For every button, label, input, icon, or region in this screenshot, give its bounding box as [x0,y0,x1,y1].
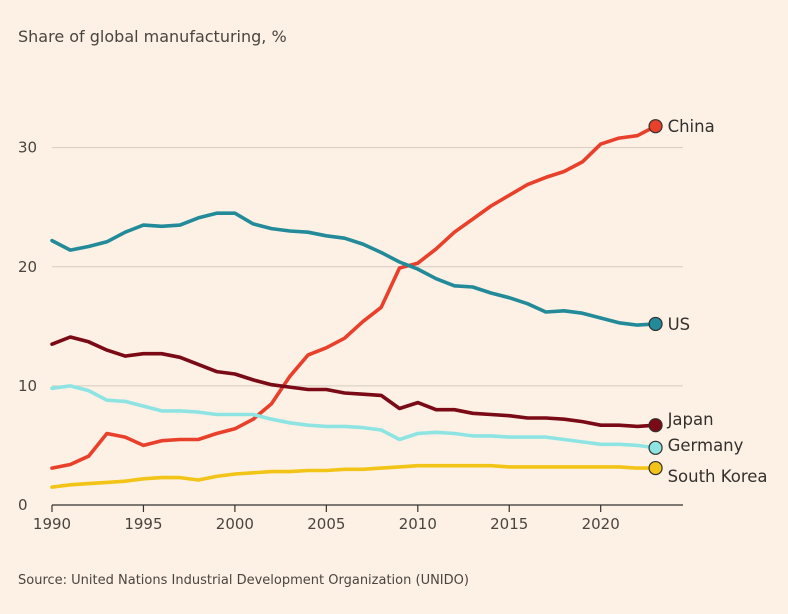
series-label-china: China [668,117,715,136]
series-line-japan [50,335,658,429]
x-tick-label: 1990 [33,515,71,533]
series-label-japan: Japan [667,410,714,429]
y-tick-label: 10 [18,377,37,395]
x-tick-label: 2020 [582,515,620,533]
y-tick-label: 30 [18,139,37,157]
series-end-dot-south-korea [648,460,663,476]
x-tick-label: 2000 [216,515,254,533]
x-tick-label: 2010 [399,515,437,533]
series-lines [50,124,658,489]
chart-source: Source: United Nations Industrial Develo… [18,573,469,588]
series-line-south-korea [50,463,658,489]
series-end-dot-us [648,316,663,332]
series-end-dot-china [648,119,663,134]
series-end-dot-japan [648,418,663,433]
series-label-us: US [668,315,691,334]
y-tick-label: 0 [18,496,28,514]
series-line-china [50,124,658,470]
series-end-labels: China US Japan Germany South Korea [648,117,768,486]
series-label-germany: Germany [668,436,744,455]
series-label-south-korea: South Korea [668,467,768,486]
series-end-dot-germany [648,440,663,455]
series-line-germany [50,384,658,450]
gridlines [52,147,683,387]
chart-title: Share of global manufacturing, % [18,27,287,46]
axis-tick-labels: 0 10 20 30 1990 1995 2000 2005 2010 2015 2020 [18,139,620,533]
y-tick-label: 20 [18,258,37,276]
x-tick-label: 2005 [307,515,345,533]
x-tick-label: 2015 [490,515,528,533]
x-tick-label: 1995 [124,515,162,533]
series-line-us [50,211,658,327]
